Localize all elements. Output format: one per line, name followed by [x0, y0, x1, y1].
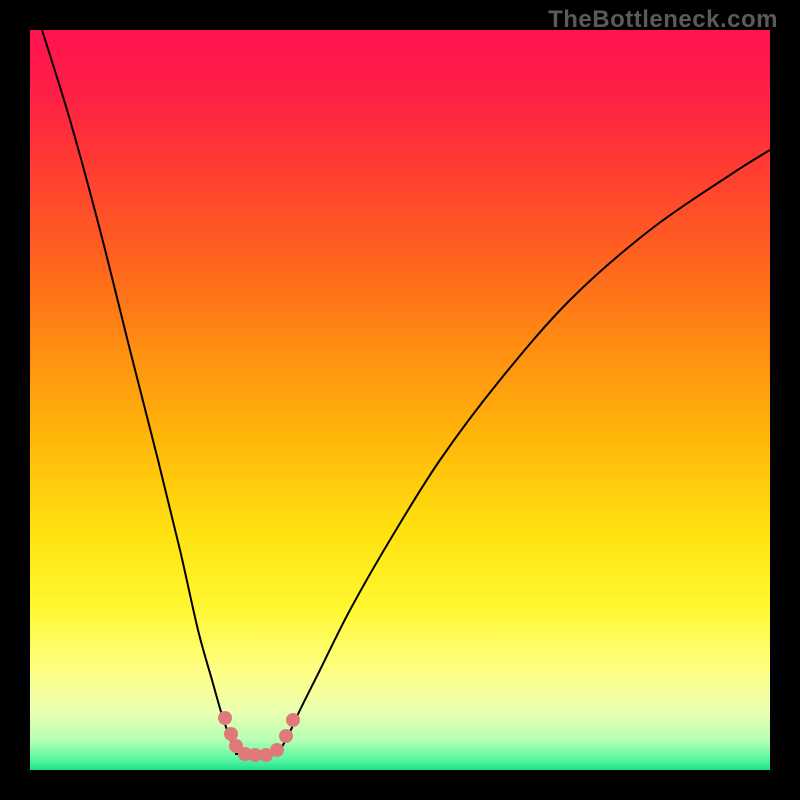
valley-markers: [30, 30, 770, 770]
plot-area: [30, 30, 770, 770]
chart-frame: TheBottleneck.com: [0, 0, 800, 800]
curve-marker: [286, 713, 300, 727]
curve-marker: [279, 729, 293, 743]
curve-marker: [224, 727, 238, 741]
curve-marker: [218, 711, 232, 725]
curve-marker: [270, 743, 284, 757]
